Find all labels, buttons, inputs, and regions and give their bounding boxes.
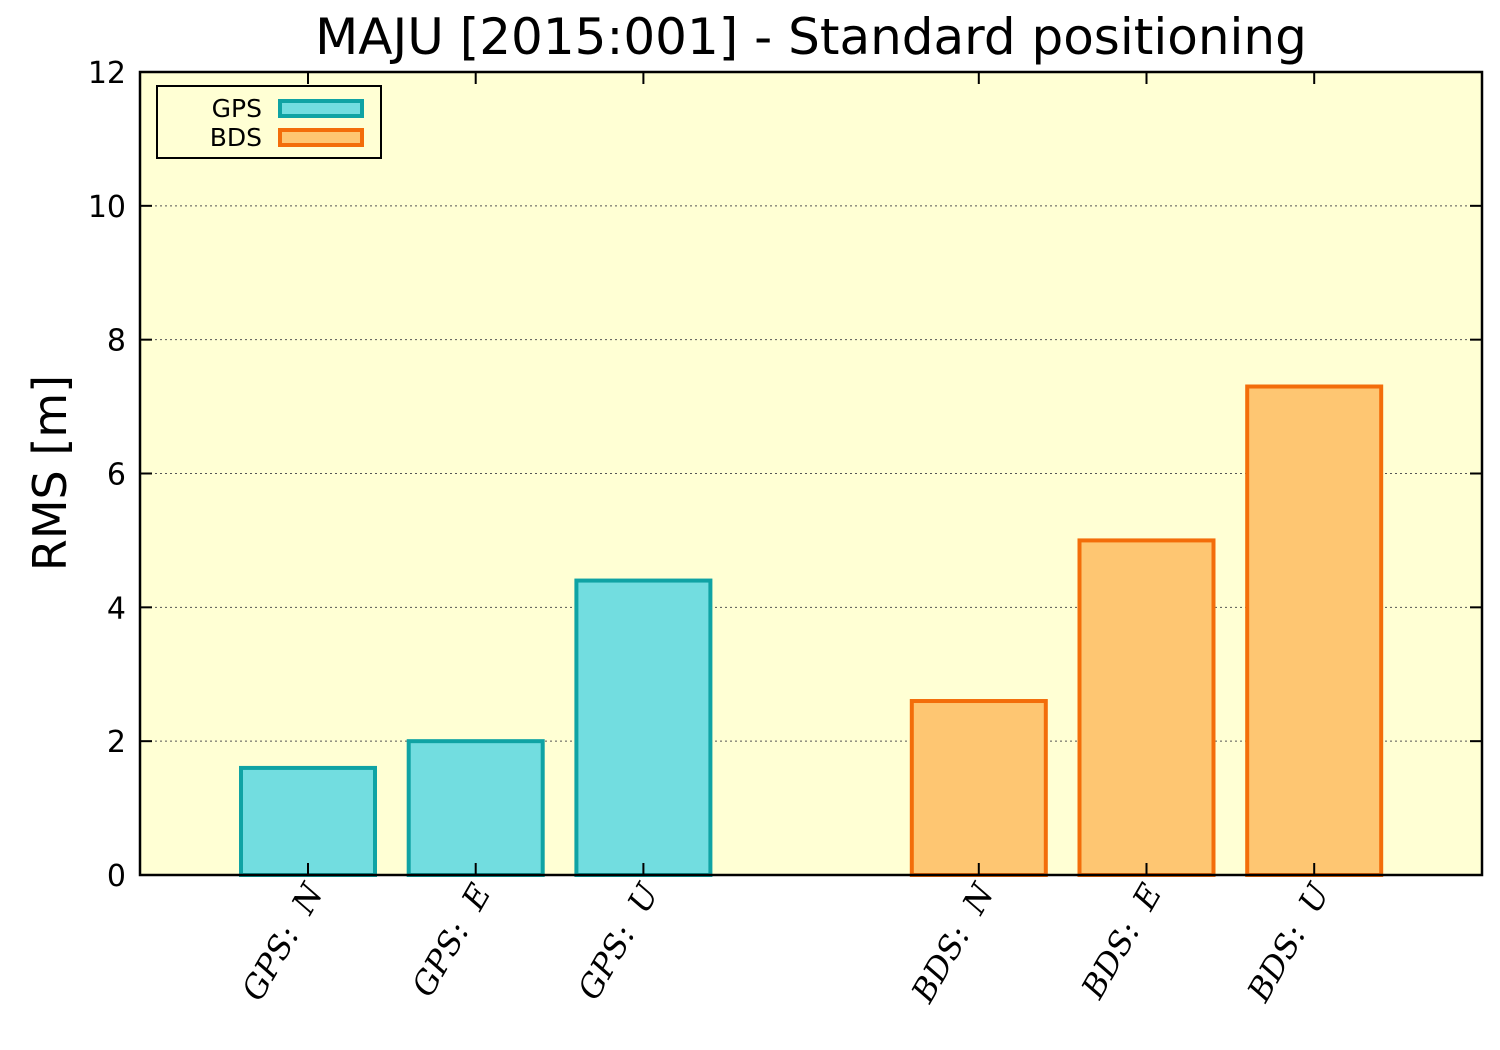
legend-swatch-gps: [278, 99, 364, 118]
x-tick-label: GPS: U: [570, 876, 667, 1006]
bar-gps-0: [239, 765, 377, 878]
y-tick-label: 0: [107, 859, 126, 894]
legend-label-bds: BDS: [210, 123, 262, 152]
y-tick-labels: 0 2 4 6 8 10 12: [88, 56, 126, 894]
y-tick-label: 12: [88, 56, 126, 91]
bar-gps-2: [574, 578, 713, 877]
x-tick-labels: GPS: N GPS: E GPS: U BDS: N BDS: E BDS: U: [234, 876, 1338, 1010]
y-axis-label: RMS [m]: [23, 375, 77, 571]
legend-swatch-bds: [278, 128, 364, 147]
grid: [140, 205, 1482, 742]
legend-box: [156, 85, 382, 159]
x-tick-label: GPS: E: [404, 877, 499, 1003]
y-tick-label: 4: [107, 591, 126, 626]
bars: [239, 384, 1384, 878]
chart-title: MAJU [2015:001] - Standard positioning: [315, 8, 1307, 66]
bar-bds-5: [1245, 384, 1384, 877]
x-tick-label: BDS: E: [1073, 877, 1169, 1006]
y-tick-label: 10: [88, 190, 126, 225]
axis-ticks: [140, 71, 1482, 876]
y-tick-label: 6: [107, 458, 126, 493]
bar-bds-3: [909, 699, 1048, 877]
y-tick-label: 8: [107, 324, 126, 359]
x-tick-label: BDS: N: [903, 876, 1002, 1010]
bar-bds-4: [1077, 538, 1216, 878]
x-tick-label: BDS: U: [1239, 876, 1338, 1009]
x-tick-label: GPS: N: [234, 876, 331, 1007]
bar-gps-1: [406, 739, 545, 878]
y-tick-label: 2: [107, 725, 126, 760]
legend-label-gps: GPS: [212, 94, 262, 123]
